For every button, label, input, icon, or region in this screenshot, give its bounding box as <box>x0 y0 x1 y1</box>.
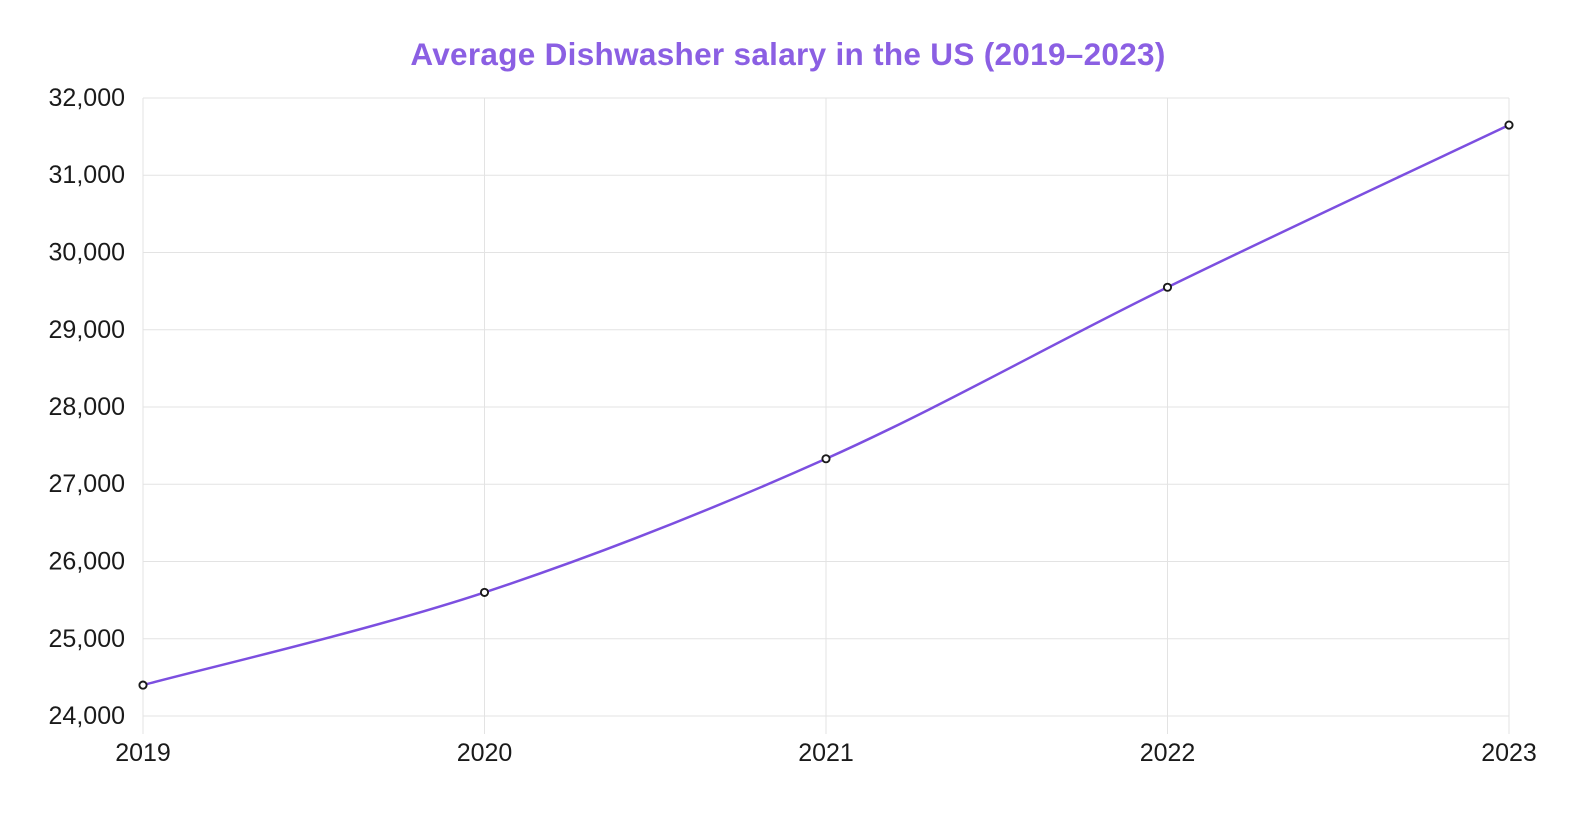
svg-text:29,000: 29,000 <box>49 316 125 344</box>
svg-text:27,000: 27,000 <box>49 470 125 498</box>
svg-text:2021: 2021 <box>798 739 854 767</box>
svg-text:25,000: 25,000 <box>49 625 125 653</box>
svg-text:2023: 2023 <box>1481 739 1537 767</box>
svg-text:2022: 2022 <box>1140 739 1196 767</box>
svg-text:26,000: 26,000 <box>49 548 125 576</box>
svg-text:30,000: 30,000 <box>49 239 125 267</box>
svg-text:28,000: 28,000 <box>49 393 125 421</box>
svg-text:24,000: 24,000 <box>49 702 125 730</box>
svg-text:2019: 2019 <box>115 739 171 767</box>
svg-text:31,000: 31,000 <box>49 161 125 189</box>
svg-text:32,000: 32,000 <box>49 84 125 112</box>
svg-text:2020: 2020 <box>457 739 513 767</box>
